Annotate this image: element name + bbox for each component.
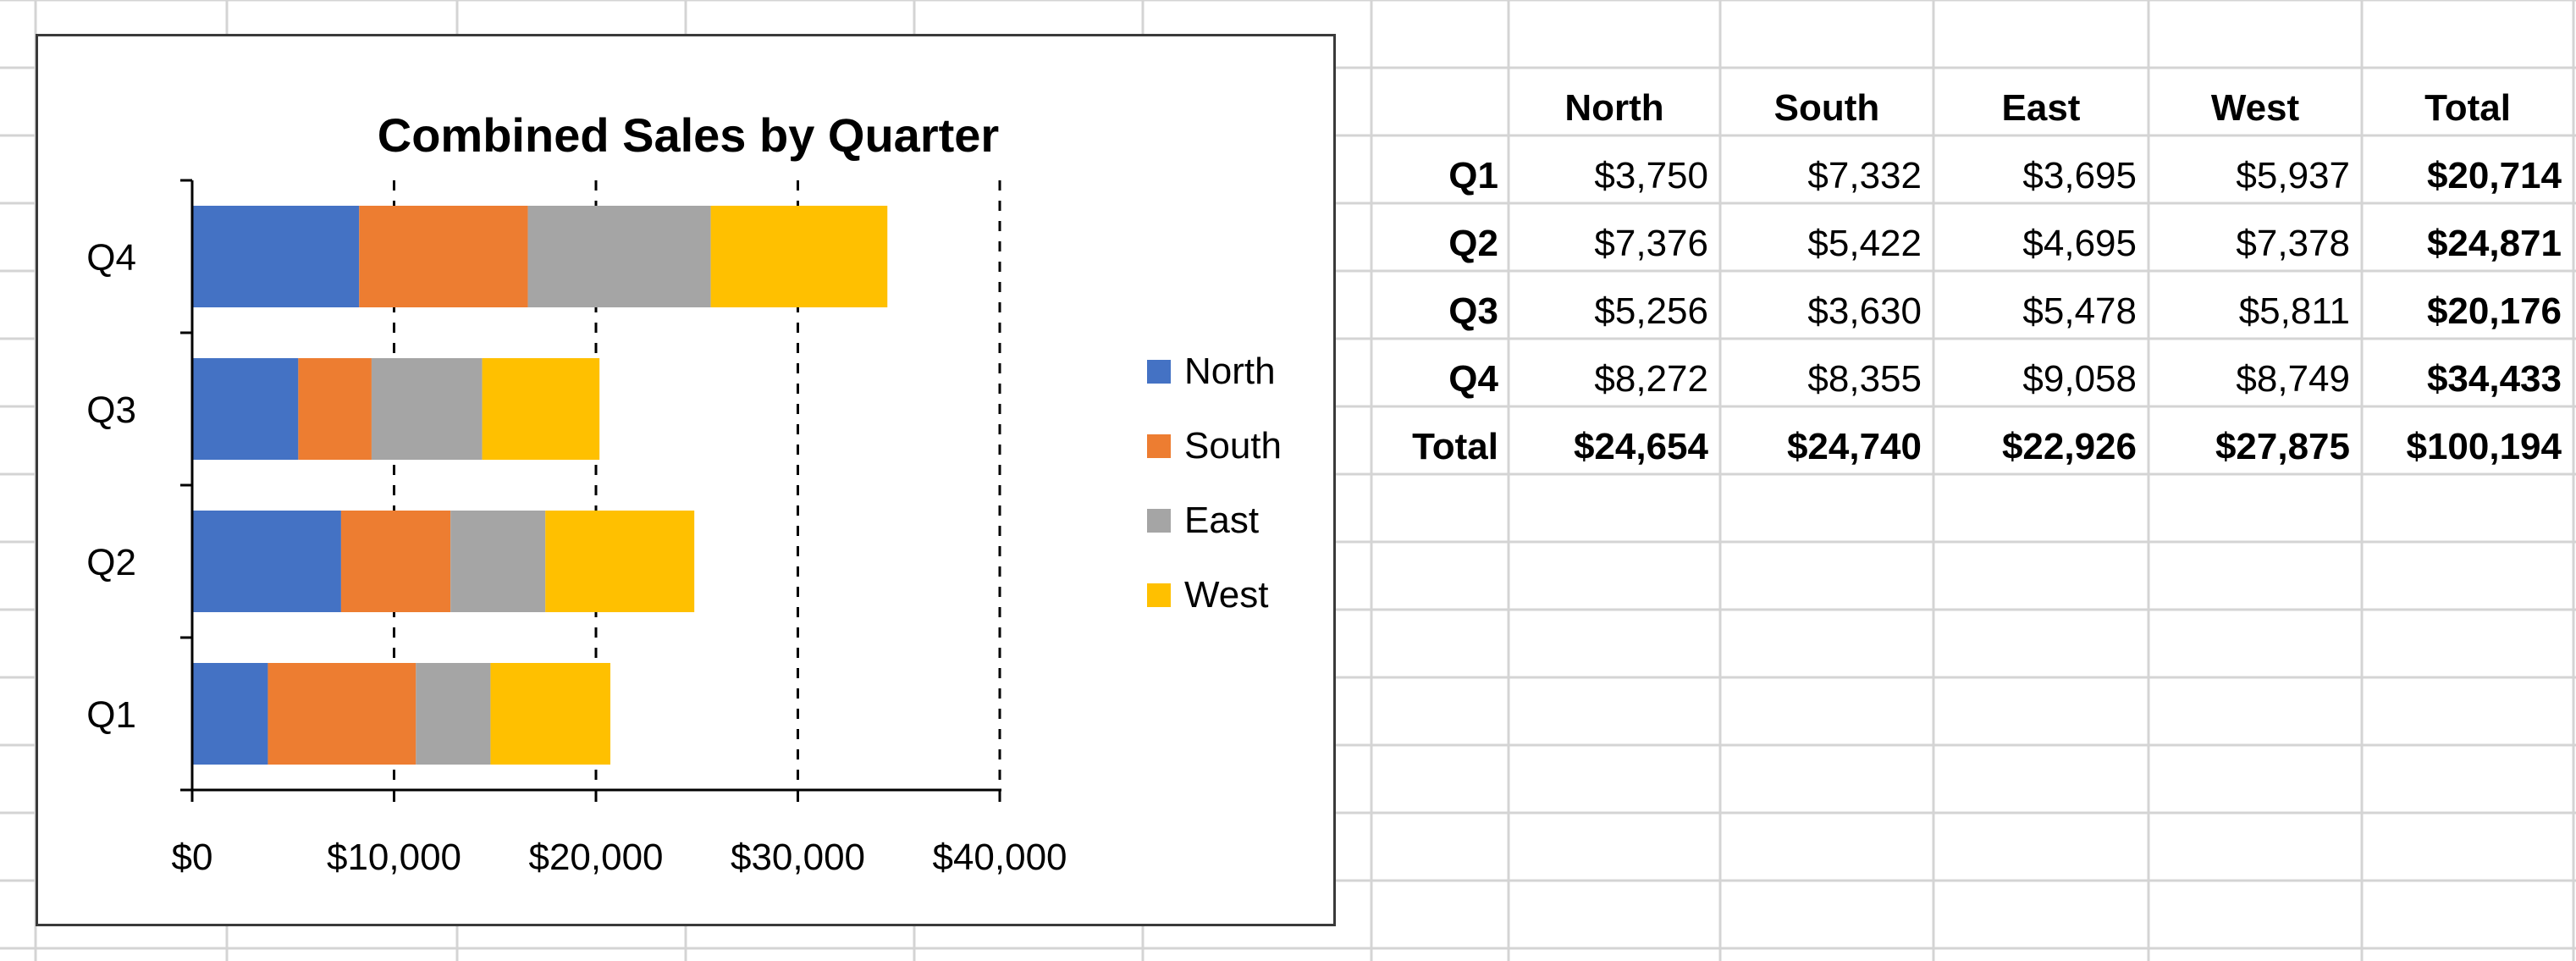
table-cell[interactable]: $8,272 xyxy=(1594,358,1708,400)
table-cell[interactable]: $20,714 xyxy=(2426,155,2562,196)
row-header[interactable]: Total xyxy=(1412,426,1498,467)
bar-south-q2[interactable] xyxy=(340,511,451,612)
table-cell[interactable]: $7,378 xyxy=(2236,223,2350,264)
x-tick-label: $20,000 xyxy=(528,837,663,878)
table-cell[interactable]: $8,749 xyxy=(2236,358,2350,400)
bar-south-q4[interactable] xyxy=(359,206,528,307)
table-cell[interactable]: $8,355 xyxy=(1807,358,1922,400)
table-cell[interactable]: $7,332 xyxy=(1807,155,1922,196)
y-tick-label: Q4 xyxy=(86,237,136,279)
legend-swatch xyxy=(1147,434,1171,458)
legend-label: East xyxy=(1184,500,1260,541)
bar-east-q1[interactable] xyxy=(416,663,491,765)
bar-north-q3[interactable] xyxy=(192,358,299,460)
legend-item-east[interactable]: East xyxy=(1147,495,1259,546)
chart-object[interactable]: Q1 Q2 Q3 Q4 $0 $10,000 $20,000 $30,000 $40,000 C… xyxy=(36,34,1336,926)
table-cell[interactable]: $5,811 xyxy=(2238,290,2350,332)
table-cell[interactable]: $34,433 xyxy=(2426,358,2562,400)
legend-swatch xyxy=(1147,360,1171,384)
legend-label: West xyxy=(1184,574,1269,616)
table-cell[interactable]: $24,871 xyxy=(2426,223,2562,264)
row-header[interactable]: Q3 xyxy=(1448,290,1498,332)
row-header[interactable]: Q1 xyxy=(1448,155,1498,196)
total-cell[interactable]: $27,875 xyxy=(2215,426,2350,467)
x-tick-label: $0 xyxy=(172,837,213,878)
bar-east-q3[interactable] xyxy=(371,358,483,460)
column-header[interactable]: South xyxy=(1773,87,1880,129)
chart-plot-area: Q1 Q2 Q3 Q4 $0 $10,000 $20,000 $30,000 $40,000 xyxy=(86,179,1067,878)
column-header[interactable]: East xyxy=(2001,87,2081,129)
column-header[interactable]: North xyxy=(1564,87,1664,129)
bar-east-q2[interactable] xyxy=(450,511,546,612)
total-cell[interactable]: $24,654 xyxy=(1573,426,1708,467)
column-header[interactable]: Total xyxy=(2424,87,2511,129)
row-header[interactable]: Q2 xyxy=(1448,223,1498,264)
bar-south-q1[interactable] xyxy=(268,663,416,765)
table-cell[interactable]: $5,256 xyxy=(1594,290,1708,332)
bar-north-q4[interactable] xyxy=(192,206,360,307)
bar-north-q1[interactable] xyxy=(192,663,268,765)
column-header[interactable]: West xyxy=(2210,87,2300,129)
bar-east-q4[interactable] xyxy=(527,206,711,307)
y-tick-label: Q2 xyxy=(86,542,136,583)
x-tick-label: $30,000 xyxy=(731,837,865,878)
bar-west-q2[interactable] xyxy=(545,511,695,612)
total-cell[interactable]: $24,740 xyxy=(1786,426,1922,467)
legend-label: South xyxy=(1184,425,1282,467)
x-tick-label: $40,000 xyxy=(932,837,1067,878)
y-tick-label: Q1 xyxy=(86,694,136,736)
bar-west-q3[interactable] xyxy=(482,358,600,460)
legend-label: North xyxy=(1184,351,1276,392)
table-cell[interactable]: $20,176 xyxy=(2426,290,2562,332)
table-cell[interactable]: $5,478 xyxy=(2022,290,2137,332)
legend-swatch xyxy=(1147,509,1171,533)
bar-north-q2[interactable] xyxy=(192,511,341,612)
bar-west-q1[interactable] xyxy=(490,663,611,765)
table-cell[interactable]: $5,422 xyxy=(1807,223,1922,264)
table-cell[interactable]: $3,750 xyxy=(1594,155,1708,196)
x-tick-label: $10,000 xyxy=(327,837,461,878)
table-cell[interactable]: $4,695 xyxy=(2022,223,2137,264)
chart-title: Combined Sales by Quarter xyxy=(377,108,1000,162)
legend-item-south[interactable]: South xyxy=(1147,421,1282,472)
total-cell[interactable]: $22,926 xyxy=(2001,426,2137,467)
table-cell[interactable]: $5,937 xyxy=(2236,155,2350,196)
table-cell[interactable]: $3,695 xyxy=(2022,155,2137,196)
legend-item-north[interactable]: North xyxy=(1147,346,1276,397)
table-cell[interactable]: $9,058 xyxy=(2022,358,2137,400)
y-tick-label: Q3 xyxy=(86,389,136,431)
legend-item-west[interactable]: West xyxy=(1147,570,1268,621)
table-cell[interactable]: $3,630 xyxy=(1807,290,1922,332)
row-header[interactable]: Q4 xyxy=(1448,358,1498,400)
total-cell[interactable]: $100,194 xyxy=(2406,426,2562,467)
bar-west-q4[interactable] xyxy=(710,206,888,307)
bar-south-q3[interactable] xyxy=(298,358,372,460)
legend-swatch xyxy=(1147,583,1171,607)
table-cell[interactable]: $7,376 xyxy=(1594,223,1708,264)
